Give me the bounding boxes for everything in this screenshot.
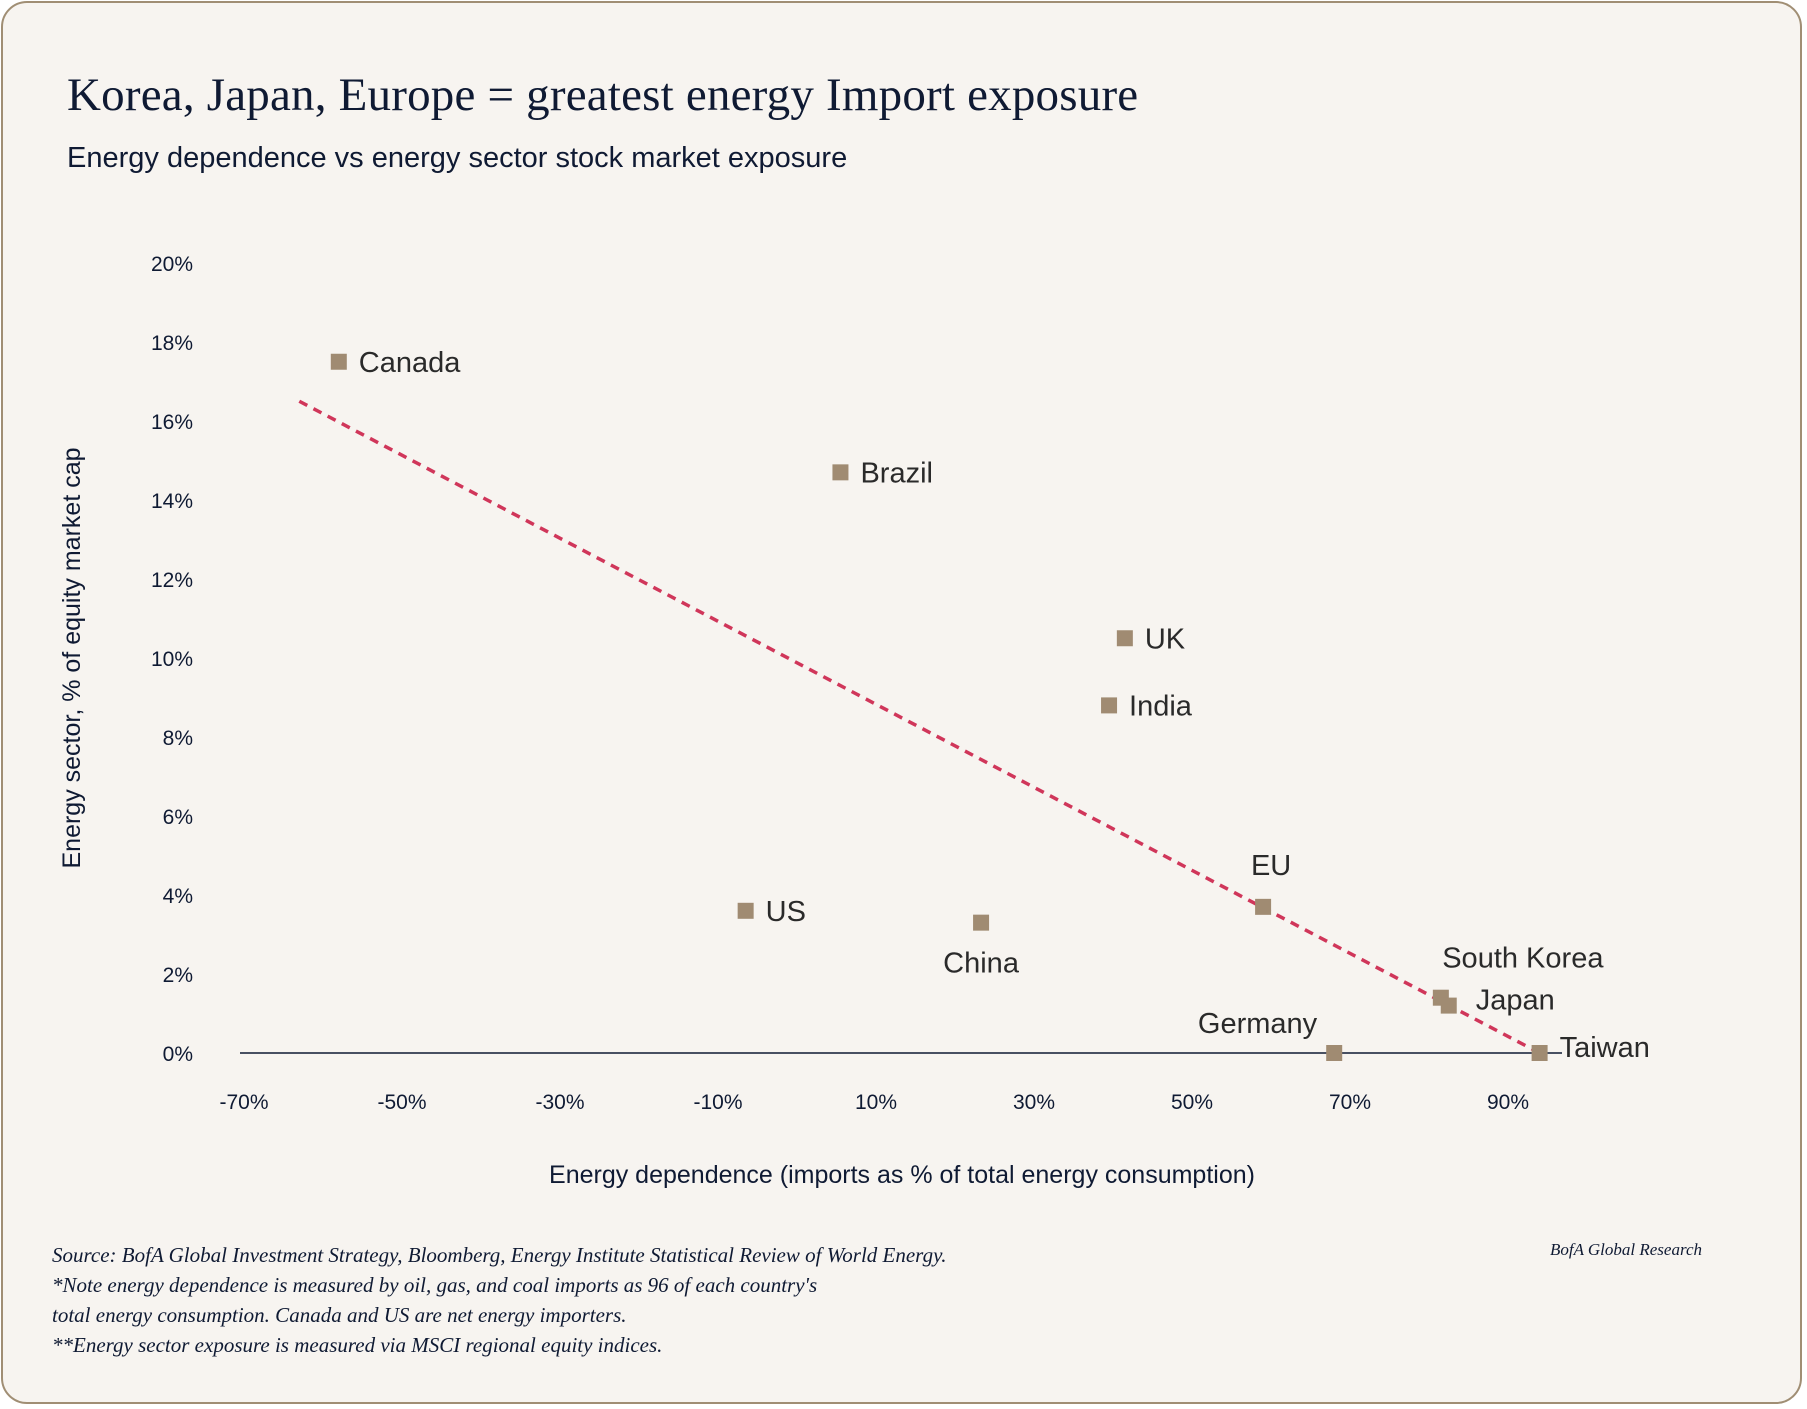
data-point-label: Japan [1476,985,1555,1017]
data-point-label: UK [1145,623,1186,655]
x-tick-label: -10% [693,1091,742,1114]
chart-subtitle: Energy dependence vs energy sector stock… [67,142,848,174]
x-tick-label: 90% [1487,1091,1529,1114]
data-point-marker [832,464,849,481]
data-point-marker [1255,898,1272,915]
data-point-label: Canada [359,347,461,379]
y-tick-label: 6% [163,806,193,829]
chart-title: Korea, Japan, Europe = greatest energy I… [67,69,1139,121]
data-point-marker [1531,1045,1548,1061]
data-point-label: US [766,896,806,928]
y-axis-title: Energy sector, % of equity market cap [58,447,86,868]
x-tick-label: 50% [1171,1091,1213,1114]
data-point-marker [1440,997,1457,1014]
y-tick-label: 2% [163,964,193,987]
trendline [298,399,1541,1055]
y-tick-label: 16% [151,411,193,434]
data-point-label: China [943,948,1020,980]
y-tick-label: 12% [151,569,193,592]
y-tick-label: 0% [163,1043,193,1066]
data-point-label: EU [1251,850,1291,882]
y-tick-label: 20% [151,253,193,276]
y-tick-label: 8% [163,727,193,750]
data-point-label: South Korea [1442,943,1604,975]
source-footnote: Source: BofA Global Investment Strategy,… [52,1240,946,1360]
footnote-line: Source: BofA Global Investment Strategy,… [52,1243,947,1267]
x-tick-label: 30% [1013,1091,1055,1114]
data-points: Canada Brazil UK India EU US China South Korea J… [330,347,1650,1064]
brand-label: BofA Global Research [1549,1240,1702,1259]
y-tick-label: 4% [163,885,193,908]
y-tick-label: 10% [151,648,193,671]
data-point-label: Brazil [860,457,933,489]
x-tick-label: 10% [855,1091,897,1114]
footnote-line: total energy consumption. Canada and US … [52,1303,627,1327]
x-tick-label: -70% [219,1091,268,1114]
data-point-marker [1116,630,1133,647]
data-point-label: India [1129,690,1193,722]
x-tick-label: -50% [377,1091,426,1114]
data-point-marker [737,902,754,919]
x-axis-ticks: -70% -50% -30% -10% 10% 30% 50% 70% 90% [219,1091,1529,1114]
x-tick-label: 70% [1329,1091,1371,1114]
footnote-line: **Energy sector exposure is measured via… [52,1333,663,1357]
y-tick-label: 14% [151,490,193,513]
data-point-marker [330,353,347,370]
x-tick-label: -30% [535,1091,584,1114]
data-point-marker [1101,697,1118,714]
y-axis-ticks: 0% 2% 4% 6% 8% 10% 12% 14% 16% 18% 20% [151,253,193,1066]
y-tick-label: 18% [151,332,193,355]
data-point-marker [973,914,990,931]
x-axis-title: Energy dependence (imports as % of total… [549,1161,1255,1189]
data-point-label: Taiwan [1560,1032,1650,1064]
footnote-line: *Note energy dependence is measured by o… [52,1273,818,1297]
data-point-label: Germany [1198,1008,1318,1040]
data-point-marker [1326,1045,1343,1061]
